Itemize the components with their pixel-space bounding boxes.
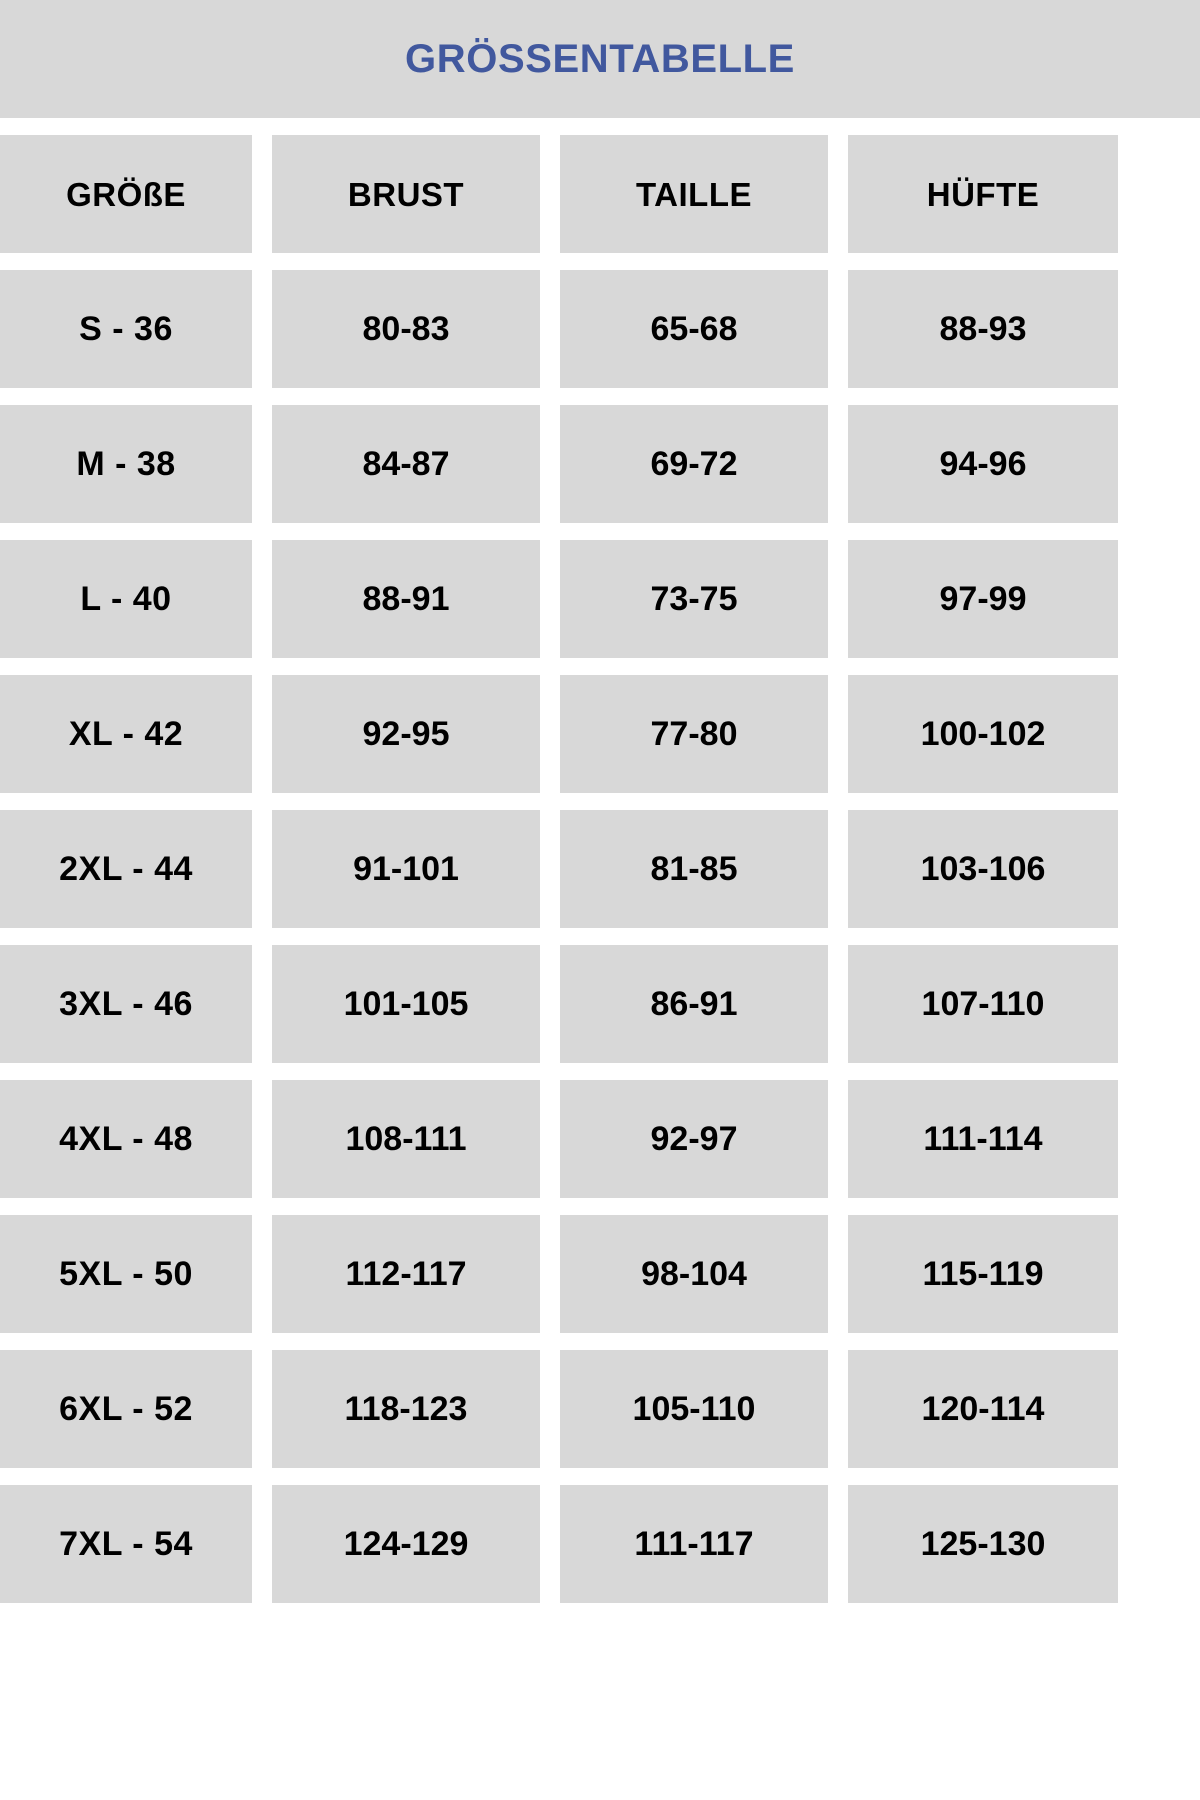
table-row: M - 38 84-87 69-72 94-96 <box>0 405 1200 523</box>
cell-huefte: 97-99 <box>848 540 1118 658</box>
cell-taille: 92-97 <box>560 1080 828 1198</box>
cell-size: L - 40 <box>0 540 252 658</box>
cell-size: M - 38 <box>0 405 252 523</box>
cell-huefte: 115-119 <box>848 1215 1118 1333</box>
cell-taille: 111-117 <box>560 1485 828 1603</box>
cell-brust: 92-95 <box>272 675 540 793</box>
cell-huefte: 100-102 <box>848 675 1118 793</box>
cell-brust: 112-117 <box>272 1215 540 1333</box>
column-header-taille: TAILLE <box>560 135 828 253</box>
cell-huefte: 107-110 <box>848 945 1118 1063</box>
table-row: L - 40 88-91 73-75 97-99 <box>0 540 1200 658</box>
table-header-row: GRÖßE BRUST TAILLE HÜFTE <box>0 135 1200 253</box>
cell-brust: 80-83 <box>272 270 540 388</box>
cell-brust: 108-111 <box>272 1080 540 1198</box>
cell-brust: 118-123 <box>272 1350 540 1468</box>
cell-taille: 73-75 <box>560 540 828 658</box>
column-header-huefte: HÜFTE <box>848 135 1118 253</box>
title-banner: GRÖßENTABELLE <box>0 0 1200 118</box>
table-row: 3XL - 46 101-105 86-91 107-110 <box>0 945 1200 1063</box>
cell-size: S - 36 <box>0 270 252 388</box>
cell-brust: 91-101 <box>272 810 540 928</box>
table-row: 2XL - 44 91-101 81-85 103-106 <box>0 810 1200 928</box>
cell-size: 5XL - 50 <box>0 1215 252 1333</box>
cell-taille: 105-110 <box>560 1350 828 1468</box>
column-header-brust: BRUST <box>272 135 540 253</box>
cell-huefte: 125-130 <box>848 1485 1118 1603</box>
cell-taille: 98-104 <box>560 1215 828 1333</box>
cell-taille: 77-80 <box>560 675 828 793</box>
cell-huefte: 94-96 <box>848 405 1118 523</box>
table-row: 6XL - 52 118-123 105-110 120-114 <box>0 1350 1200 1468</box>
cell-huefte: 88-93 <box>848 270 1118 388</box>
cell-brust: 124-129 <box>272 1485 540 1603</box>
cell-brust: 101-105 <box>272 945 540 1063</box>
table-row: XL - 42 92-95 77-80 100-102 <box>0 675 1200 793</box>
cell-taille: 65-68 <box>560 270 828 388</box>
column-header-groesse: GRÖßE <box>0 135 252 253</box>
cell-taille: 86-91 <box>560 945 828 1063</box>
cell-brust: 84-87 <box>272 405 540 523</box>
table-row: 4XL - 48 108-111 92-97 111-114 <box>0 1080 1200 1198</box>
size-table: GRÖßE BRUST TAILLE HÜFTE S - 36 80-83 65… <box>0 135 1200 1603</box>
cell-size: 3XL - 46 <box>0 945 252 1063</box>
page-title: GRÖßENTABELLE <box>405 37 795 81</box>
cell-size: 7XL - 54 <box>0 1485 252 1603</box>
table-row: S - 36 80-83 65-68 88-93 <box>0 270 1200 388</box>
cell-size: 6XL - 52 <box>0 1350 252 1468</box>
cell-size: 4XL - 48 <box>0 1080 252 1198</box>
cell-size: XL - 42 <box>0 675 252 793</box>
cell-huefte: 120-114 <box>848 1350 1118 1468</box>
table-row: 7XL - 54 124-129 111-117 125-130 <box>0 1485 1200 1603</box>
cell-huefte: 103-106 <box>848 810 1118 928</box>
cell-huefte: 111-114 <box>848 1080 1118 1198</box>
cell-taille: 81-85 <box>560 810 828 928</box>
table-row: 5XL - 50 112-117 98-104 115-119 <box>0 1215 1200 1333</box>
cell-taille: 69-72 <box>560 405 828 523</box>
cell-brust: 88-91 <box>272 540 540 658</box>
cell-size: 2XL - 44 <box>0 810 252 928</box>
